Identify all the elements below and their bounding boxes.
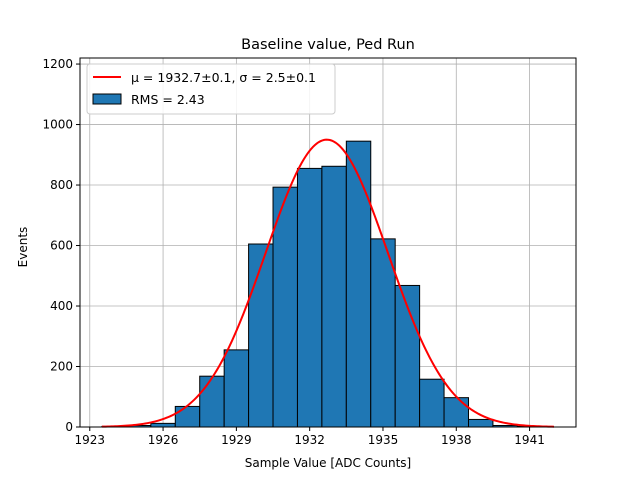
x-tick-label-2: 1929: [221, 433, 252, 447]
histogram-bar-2: [150, 422, 176, 428]
histogram-bar-4: [199, 375, 225, 428]
x-tick-label-3: 1932: [294, 433, 325, 447]
y-tick-label-2: 400: [50, 299, 73, 313]
legend-fit-label: μ = 1932.7±0.1, σ = 2.5±0.1: [131, 70, 316, 85]
x-tick-label-0: 1923: [74, 433, 105, 447]
legend-rms-label: RMS = 2.43: [131, 92, 205, 107]
y-tick-label-6: 1200: [42, 57, 73, 71]
chart-title: Baseline value, Ped Run: [241, 37, 415, 53]
x-axis-label: Sample Value [ADC Counts]: [245, 456, 411, 470]
histogram-bar-7: [272, 186, 298, 428]
x-tick-label-1: 1926: [148, 433, 179, 447]
histogram-bars: [101, 140, 543, 428]
histogram-bar-14: [443, 397, 469, 428]
y-axis-label: Events: [16, 227, 30, 268]
y-tick-label-5: 1000: [42, 118, 73, 132]
legend-box: [86, 63, 336, 115]
gaussian-fit: [101, 138, 555, 428]
fit-curve: [101, 138, 555, 428]
x-tick-label-6: 1941: [514, 433, 545, 447]
histogram-bar-13: [419, 378, 445, 428]
histogram-bar-10: [345, 140, 372, 428]
x-axis-ticks: 1923 1926 1929 1932 1935 1938 1941: [74, 427, 545, 447]
histogram-bar-6: [248, 243, 274, 428]
legend: μ = 1932.7±0.1, σ = 2.5±0.1 RMS = 2.43: [86, 63, 336, 115]
axes-frame: [79, 57, 577, 428]
y-tick-label-3: 600: [50, 239, 73, 253]
y-tick-label-1: 200: [50, 360, 73, 374]
histogram-bar-3: [174, 405, 201, 428]
histogram-bar-9: [321, 165, 347, 428]
x-tick-label-5: 1938: [441, 433, 472, 447]
histogram-bar-15: [467, 418, 494, 428]
histogram-bar-5: [223, 349, 250, 428]
histogram-bar-8: [296, 167, 323, 428]
y-axis-ticks: 0 200 400 600 800 1000 1200: [42, 57, 80, 434]
y-tick-label-4: 800: [50, 178, 73, 192]
y-tick-label-0: 0: [65, 420, 73, 434]
histogram-bar-11: [370, 238, 396, 428]
legend-patch-swatch: [92, 93, 122, 105]
x-tick-label-4: 1935: [368, 433, 399, 447]
